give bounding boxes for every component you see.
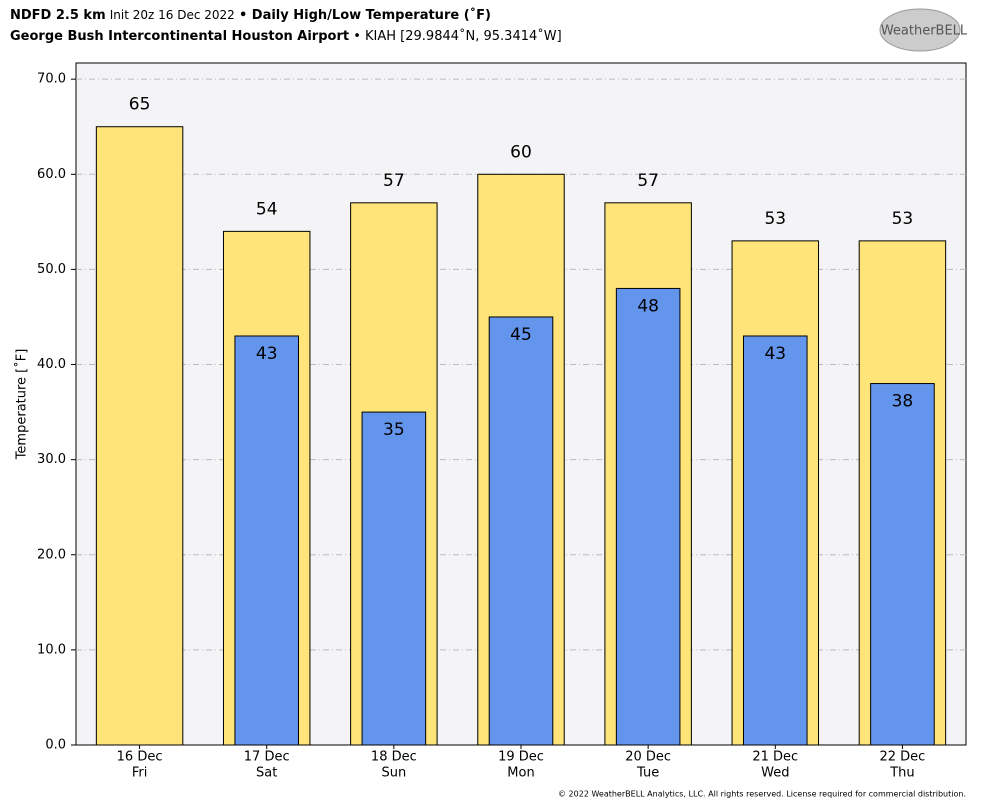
model: NDFD 2.5 km bbox=[10, 8, 106, 23]
footer: © 2022 WeatherBELL Analytics, LLC. All r… bbox=[558, 790, 966, 799]
bar bbox=[743, 335, 808, 746]
value-label: 65 bbox=[129, 95, 151, 115]
subtitle: George Bush Intercontinental Houston Air… bbox=[10, 28, 562, 44]
bar bbox=[870, 383, 935, 746]
x-tick-label: 17 Dec bbox=[244, 750, 290, 765]
y-tick-label: 20.0 bbox=[37, 547, 66, 562]
bar bbox=[95, 126, 184, 746]
y-tick-label: 70.0 bbox=[37, 72, 66, 87]
value-label: 38 bbox=[892, 392, 914, 412]
logo: WeatherBELL bbox=[881, 24, 968, 39]
value-label: 57 bbox=[383, 171, 405, 191]
bar bbox=[361, 411, 427, 746]
value-label: 54 bbox=[256, 199, 278, 219]
value-label: 53 bbox=[764, 209, 786, 229]
x-tick-label: Sun bbox=[381, 766, 406, 781]
x-tick-label: 18 Dec bbox=[371, 750, 417, 765]
x-tick-label: Mon bbox=[507, 766, 534, 781]
logo-mark bbox=[879, 8, 961, 52]
y-tick-label: 10.0 bbox=[37, 642, 66, 657]
value-label: 57 bbox=[637, 171, 659, 191]
value-label: 60 bbox=[510, 142, 532, 162]
bar bbox=[488, 316, 554, 746]
value-label: 35 bbox=[383, 420, 405, 440]
bar bbox=[615, 287, 681, 746]
value-label: 53 bbox=[892, 209, 914, 229]
x-tick-label: 20 Dec bbox=[625, 750, 671, 765]
y-tick-label: 60.0 bbox=[37, 167, 66, 182]
x-tick-label: 16 Dec bbox=[117, 750, 163, 765]
value-label: 43 bbox=[256, 344, 278, 364]
x-tick-label: 22 Dec bbox=[880, 750, 926, 765]
x-tick-label: Thu bbox=[889, 766, 914, 781]
x-tick-label: Fri bbox=[132, 766, 148, 781]
location: • KIAH [29.9844˚N, 95.3414˚W] bbox=[353, 28, 561, 44]
y-tick-label: 30.0 bbox=[37, 452, 66, 467]
y-tick-label: 0.0 bbox=[45, 738, 66, 753]
value-label: 43 bbox=[764, 344, 786, 364]
x-tick-label: Sat bbox=[256, 766, 277, 781]
y-axis-label: Temperature [˚F] bbox=[14, 349, 30, 461]
station: George Bush Intercontinental Houston Air… bbox=[10, 29, 349, 44]
init: Init 20z 16 Dec 2022 bbox=[110, 8, 235, 22]
x-tick-label: 19 Dec bbox=[498, 750, 544, 765]
product: • Daily High/Low Temperature (˚F) bbox=[239, 7, 491, 23]
value-label: 45 bbox=[510, 325, 532, 345]
x-tick-label: Wed bbox=[761, 766, 789, 781]
y-tick-label: 40.0 bbox=[37, 357, 66, 372]
x-tick-label: Tue bbox=[636, 766, 659, 781]
bar bbox=[234, 335, 300, 746]
value-label: 48 bbox=[637, 296, 659, 316]
y-tick-label: 50.0 bbox=[37, 262, 66, 277]
title: NDFD 2.5 km Init 20z 16 Dec 2022 • Daily… bbox=[10, 7, 491, 23]
x-tick-label: 21 Dec bbox=[752, 750, 798, 765]
